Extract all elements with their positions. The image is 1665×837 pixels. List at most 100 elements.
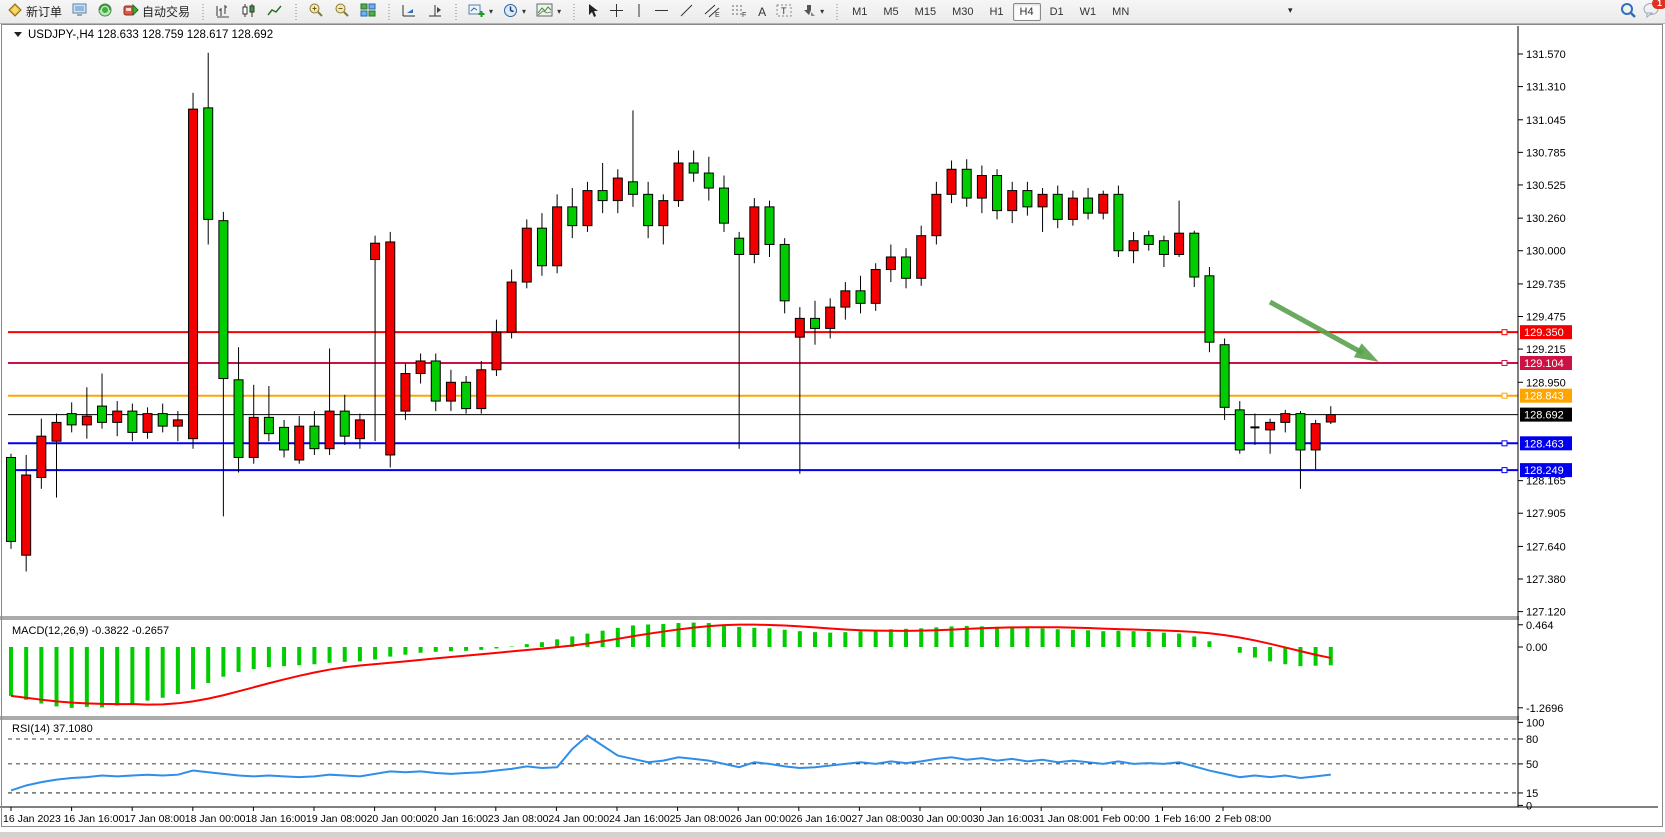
candle-body: [552, 206, 563, 267]
autotrade-button[interactable]: 自动交易: [118, 0, 195, 23]
hline-layer: [8, 329, 1518, 474]
timeframe-d1-button[interactable]: D1: [1049, 5, 1064, 18]
candle-76: [1143, 230, 1154, 251]
profit-hide-button[interactable]: [422, 0, 448, 24]
candle-body: [81, 415, 92, 426]
rsi-label: RSI(14) 37.1080: [12, 723, 93, 735]
search-icon[interactable]: [1620, 2, 1637, 22]
candle-75: [1128, 231, 1139, 264]
chart-surface[interactable]: MACD(12,26,9) -0.3822 -0.2657 RSI(14) 37.…: [0, 24, 1665, 832]
timeframe-w1-button[interactable]: W1: [1079, 5, 1097, 18]
rsi-tick-label: 0: [1526, 800, 1532, 812]
time-tick-label: 16 Jan 16:00: [64, 813, 125, 825]
shapes-tool-button[interactable]: ▾: [797, 0, 829, 23]
indicators-button[interactable]: ▾: [463, 0, 498, 24]
line-chart-type-button[interactable]: [262, 0, 288, 24]
hline-handle[interactable]: [1501, 392, 1508, 399]
time-tick-label: 20 Jan 16:00: [427, 813, 488, 825]
candle-17: [248, 384, 259, 464]
price-badge-bg: [1520, 463, 1572, 478]
candle-85: [1280, 409, 1291, 433]
vertical-line-tool-button[interactable]: [629, 0, 649, 24]
candle-32: [476, 360, 487, 414]
candle-body: [521, 227, 532, 283]
candle-body: [536, 227, 547, 267]
timeframe-m30-button[interactable]: M30: [952, 5, 974, 18]
candles-layer: [6, 52, 1336, 572]
crosshair-icon: [609, 3, 624, 21]
time-tick-label: 27 Jan 08:00: [851, 813, 912, 825]
hline-handle[interactable]: [1501, 467, 1508, 474]
candle-15: [218, 211, 229, 517]
new-order-label: 新订单: [26, 5, 63, 19]
crosshair-tool-button[interactable]: [604, 0, 629, 24]
toolbar-grip: [293, 3, 299, 20]
candle-47: [703, 156, 714, 201]
candle-chart-type-button[interactable]: [236, 0, 262, 24]
price-axis-panel[interactable]: [1519, 24, 1659, 832]
price-tick-label: 130.000: [1526, 246, 1566, 258]
candle-body: [1113, 193, 1124, 252]
horizontal-line-tool-button[interactable]: [649, 0, 674, 24]
trendline-tool-button[interactable]: [674, 0, 699, 24]
timeframe-m15-button[interactable]: M15: [914, 5, 937, 18]
toolbar-grip: [386, 3, 392, 20]
dropdown-caret: ▾: [557, 7, 562, 16]
macd-pane: MACD(12,26,9) -0.3822 -0.2657: [9, 622, 1333, 708]
market-watch-button[interactable]: [67, 0, 93, 23]
chart-background: [0, 24, 1665, 832]
chat-icon[interactable]: 1: [1643, 0, 1665, 21]
candle-73: [1098, 190, 1109, 220]
candle-26: [385, 231, 396, 468]
candle-18: [263, 386, 274, 442]
profit-show-button[interactable]: [396, 0, 422, 24]
candle-25: [370, 235, 381, 442]
timeframe-m1-button[interactable]: M1: [852, 5, 868, 18]
rsi-tick-label: 100: [1526, 717, 1544, 729]
time-tick-label: 18 Jan 00:00: [185, 813, 246, 825]
templates-button[interactable]: ▾: [531, 0, 566, 23]
candle-45: [673, 150, 684, 207]
tile-windows-button[interactable]: [355, 0, 381, 23]
hline-handle[interactable]: [1501, 359, 1508, 366]
autotrade-icon: [123, 3, 139, 20]
toolbar-overflow-icon[interactable]: ▾: [1288, 5, 1293, 15]
cursor-tool-button[interactable]: [581, 0, 604, 24]
candle-48: [718, 175, 729, 232]
candle-body: [6, 456, 16, 542]
candle-42: [627, 110, 638, 207]
timeframe-m5-button[interactable]: M5: [883, 5, 899, 18]
timeframe-mn-button[interactable]: MN: [1112, 5, 1130, 18]
candle-body: [415, 360, 426, 375]
fibonacci-tool-button[interactable]: F: [726, 0, 753, 24]
timeframe-h4-button[interactable]: H4: [1012, 2, 1041, 21]
price-badge-text: 128.249: [1524, 465, 1564, 477]
channel-tool-button[interactable]: E: [699, 0, 726, 24]
new-order-button[interactable]: 新订单: [3, 0, 67, 23]
hline-handle[interactable]: [1501, 440, 1508, 447]
bar-chart-type-button[interactable]: [210, 0, 236, 24]
candle-30: [445, 369, 456, 412]
text-label-tool-button[interactable]: T: [771, 0, 797, 24]
price-tick-label: 130.785: [1526, 147, 1566, 159]
price-badge-text: 129.104: [1524, 358, 1564, 370]
candle-body: [172, 419, 183, 427]
chart-window[interactable]: MACD(12,26,9) -0.3822 -0.2657 RSI(14) 37.…: [0, 24, 1665, 832]
candle-5: [66, 402, 77, 433]
periods-button[interactable]: ▾: [498, 0, 531, 24]
time-tick-label: 26 Jan 16:00: [791, 813, 852, 825]
data-window-button[interactable]: [93, 0, 118, 24]
candle-74: [1113, 185, 1124, 257]
text-tool-button[interactable]: A: [753, 2, 771, 22]
candle-70: [1052, 185, 1063, 229]
cursor-icon: [586, 3, 599, 21]
zoom-in-button[interactable]: [303, 0, 329, 24]
hline-handle[interactable]: [1501, 329, 1508, 336]
timeframe-h1-button[interactable]: H1: [989, 5, 1004, 18]
toolbar-grip: [834, 3, 840, 20]
zoom-out-button[interactable]: [329, 0, 355, 24]
price-tick-label: 131.310: [1526, 82, 1566, 94]
time-tick-label: 1 Feb 16:00: [1154, 813, 1210, 825]
collapse-icon[interactable]: [14, 32, 22, 37]
trend-arrow-annotation[interactable]: [1268, 299, 1365, 356]
